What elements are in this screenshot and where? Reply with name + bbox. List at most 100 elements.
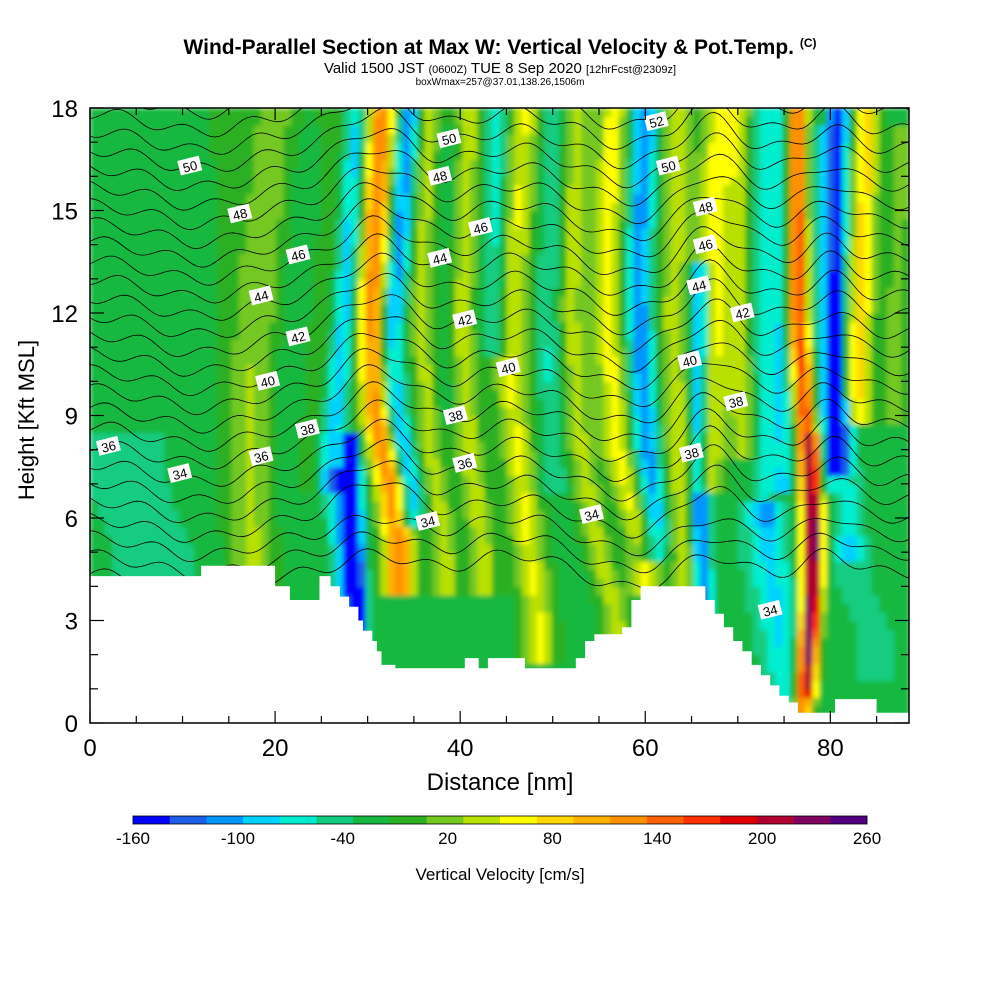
field-cell [283,407,292,417]
field-cell [246,219,255,229]
field-cell [499,219,508,229]
field-cell [574,295,583,306]
field-cell [186,236,196,246]
field-cell [142,278,151,289]
field-cell [119,569,129,579]
field-cell [529,552,538,562]
field-cell [387,398,397,408]
field-cell [477,347,486,357]
field-cell [581,159,590,169]
field-cell [142,304,151,314]
field-cell [171,295,181,306]
field-cell [186,526,196,536]
field-cell [514,244,523,255]
field-cell [216,167,225,178]
field-cell [574,475,583,485]
field-cell [492,244,501,255]
field-cell [499,184,508,195]
field-cell [588,304,598,314]
field-cell [209,441,218,451]
field-cell [410,398,419,408]
field-cell [447,244,456,255]
field-cell [365,150,374,161]
field-cell [387,509,397,519]
field-cell [484,304,493,314]
field-cell [231,244,240,255]
field-cell [454,535,464,545]
field-cell [335,398,344,408]
field-cell [320,287,330,297]
field-cell [201,441,210,451]
field-cell [134,304,143,314]
field-cell [559,219,568,229]
field-cell [521,261,531,272]
field-cell [439,560,449,571]
field-cell [387,637,397,647]
field-cell [425,441,434,451]
field-cell [201,133,210,143]
field-cell [365,586,374,596]
field-cell [402,637,411,647]
field-cell [574,159,583,169]
field-cell [127,432,136,442]
field-cell [238,535,248,545]
field-cell [529,475,538,485]
field-cell [410,278,419,289]
field-cell [97,458,106,468]
field-cell [410,569,419,579]
field-cell [90,364,99,374]
field-cell [447,432,456,442]
field-cell [104,270,114,280]
field-cell [365,389,374,400]
field-cell [596,227,605,237]
field-cell [261,150,270,161]
field-cell [350,560,359,571]
field-cell [566,227,575,237]
field-cell [291,518,300,528]
field-cell [566,594,575,605]
field-cell [559,295,568,306]
field-cell [387,424,397,434]
field-cell [171,244,181,255]
field-cell [596,125,605,135]
field-cell [462,466,471,477]
field-cell [365,261,374,272]
field-cell [119,364,129,374]
field-cell [566,202,575,212]
field-cell [291,304,300,314]
field-cell [350,381,359,391]
field-cell [469,424,478,434]
field-cell [484,552,493,562]
field-cell [544,150,553,161]
field-cell [350,398,359,408]
field-cell [417,500,426,511]
field-cell [514,236,523,246]
field-cell [142,142,151,152]
field-cell [417,193,426,203]
field-cell [216,321,225,331]
field-cell [514,159,523,169]
field-cell [417,646,426,656]
field-cell [402,612,411,622]
field-cell [514,125,523,135]
field-cell [477,142,486,152]
field-cell [157,295,166,306]
field-cell [544,167,553,178]
field-cell [477,295,486,306]
field-cell [551,458,560,468]
field-cell [536,458,545,468]
field-cell [298,449,307,460]
field-cell [171,227,181,237]
field-cell [574,176,583,186]
field-cell [276,270,285,280]
field-cell [179,535,188,545]
field-cell [499,381,508,391]
field-cell [417,304,426,314]
field-cell [224,202,233,212]
field-cell [484,586,493,596]
field-cell [320,432,330,442]
field-cell [104,381,114,391]
field-cell [447,125,456,135]
field-cell [529,612,538,622]
field-cell [298,355,307,366]
